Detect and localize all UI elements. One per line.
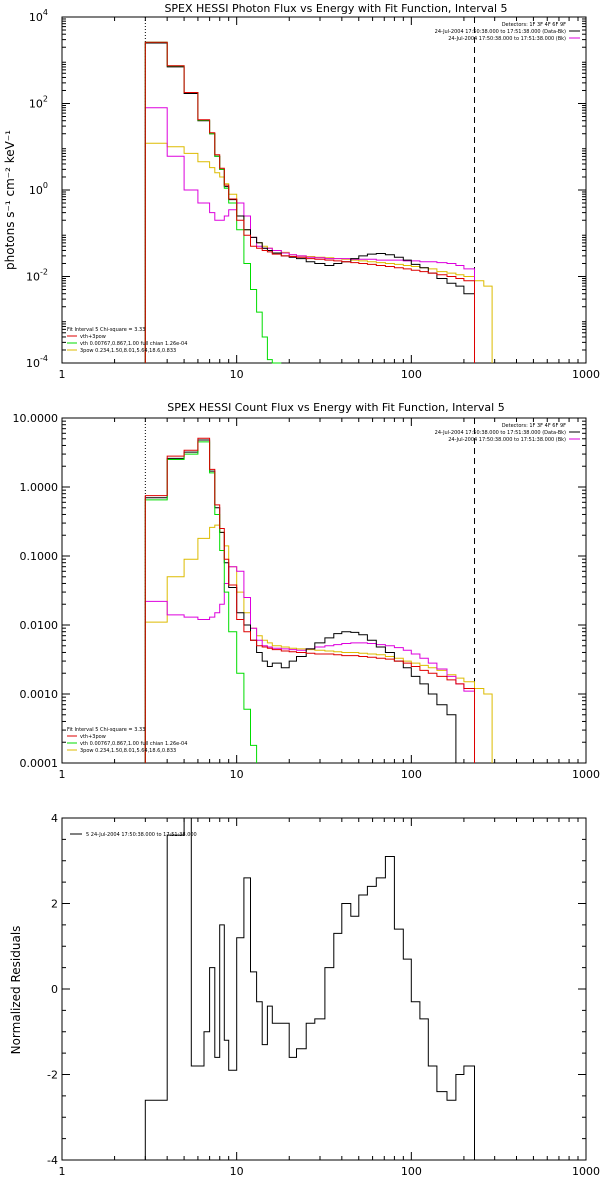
y-tick-label: 4 — [51, 812, 58, 825]
x-tick-label: 1000 — [572, 1165, 600, 1178]
legend-bottom-left-line: vth 0.00767,0.867,1.00 full chian 1.26e-… — [80, 341, 187, 347]
photon-flux-axes: 1 10 100 1000 10-4 10-2 100 102 104 — [26, 8, 600, 381]
count-flux-plot-frame — [61, 417, 587, 764]
legend-top-right-line: Detectors: 1F 3F 4F 6F 9F — [502, 423, 566, 429]
count-flux-title: SPEX HESSI Count Flux vs Energy with Fit… — [167, 401, 504, 414]
x-tick-label: 100 — [401, 768, 422, 781]
y-tick-label: 1.0000 — [20, 481, 59, 494]
photon-flux-series — [144, 17, 493, 364]
residuals-ylabel: Normalized Residuals — [9, 926, 23, 1055]
y-tick-label: 0.0100 — [20, 619, 59, 632]
series-powerlaw — [144, 142, 493, 363]
y-tick-label: 102 — [29, 95, 48, 111]
legend-bottom-left-line: vth+3pow — [80, 334, 106, 340]
series-total — [144, 437, 475, 763]
legend-top-right-line: 24-Jul-2004 17:50:38.000 to 17:51:38.000… — [435, 29, 566, 35]
photon-flux-ylabel: photons s⁻¹ cm⁻² keV⁻¹ — [3, 130, 17, 270]
legend-top-right-line: Detectors: 1F 3F 4F 6F 9F — [502, 22, 566, 28]
x-tick-label: 1 — [59, 768, 66, 781]
residuals-plot-frame — [61, 817, 587, 1161]
y-tick-label: 0.0010 — [20, 688, 59, 701]
y-tick-label: 0.1000 — [20, 550, 59, 563]
y-tick-label: 10-2 — [26, 268, 48, 284]
legend-bottom-left-line: Fit Interval 5 Chi-square = 3.33 — [67, 727, 145, 733]
y-tick-label: 0.0001 — [20, 757, 59, 770]
x-tick-label: 1000 — [572, 368, 600, 381]
y-tick-label: 2 — [51, 898, 58, 911]
series-thermal — [144, 41, 282, 364]
series-data — [144, 817, 475, 1160]
photon-flux-title: SPEX HESSI Photon Flux vs Energy with Fi… — [164, 2, 507, 15]
residuals-series — [144, 817, 475, 1160]
series-background — [144, 107, 475, 363]
y-tick-label: -4 — [47, 1154, 58, 1167]
legend-top-left-line: 5 24-Jul-2004 17:50:38.000 to 17:51:38.0… — [86, 832, 197, 838]
residuals-legend: 5 24-Jul-2004 17:50:38.000 to 17:51:38.0… — [70, 832, 197, 838]
x-tick-label: 100 — [401, 368, 422, 381]
series-thermal — [144, 441, 258, 763]
x-tick-label: 1000 — [572, 768, 600, 781]
photon-flux-plot-frame — [61, 16, 587, 364]
legend-bottom-left-line: Fit Interval 5 Chi-square = 3.33 — [67, 327, 145, 333]
y-tick-label: 0 — [51, 983, 58, 996]
y-tick-label: 104 — [29, 8, 48, 24]
y-tick-label: 10-4 — [26, 354, 48, 370]
y-tick-label: -2 — [47, 1069, 58, 1082]
y-tick-label: 10.0000 — [13, 412, 59, 425]
legend-top-right-line: 24-Jul-2004 17:50:38.000 to 17:51:38.000… — [435, 430, 566, 436]
y-tick-label: 100 — [29, 181, 48, 197]
legend-top-right-line: 24-Jul-2004 17:50:38.000 to 17:51:38.000… — [448, 437, 566, 443]
residuals-panel: 1 10 100 1000 -4 -2 0 2 4 5 24-Jul-2004 17:50:38… — [9, 812, 600, 1178]
x-tick-label: 10 — [230, 1165, 244, 1178]
legend-bottom-left-line: vth+3pow — [80, 734, 106, 740]
photon-flux-panel: SPEX HESSI Photon Flux vs Energy with Fi… — [3, 2, 600, 381]
legend-bottom-left-line: 3pow 0.234,1.50,8.01,5.64,18.6,0.833 — [80, 348, 176, 354]
series-data — [144, 42, 475, 363]
series-background — [144, 566, 475, 763]
count-flux-axes: 1 10 100 1000 0.0001 0.0010 0.0100 0.1000 1.0000… — [13, 412, 600, 781]
x-tick-label: 10 — [230, 768, 244, 781]
legend-top-right-line: 24-Jul-2004 17:50:38.000 to 17:51:38.000… — [448, 36, 566, 42]
count-flux-series — [144, 418, 493, 763]
legend-bottom-left-line: 3pow 0.234,1.50,8.01,5.64,18.6,0.833 — [80, 748, 176, 754]
x-tick-label: 10 — [230, 368, 244, 381]
residuals-axes: 1 10 100 1000 -4 -2 0 2 4 — [47, 812, 600, 1178]
legend-bottom-left-line: vth 0.00767,0.867,1.00 full chian 1.26e-… — [80, 741, 187, 747]
x-tick-label: 100 — [401, 1165, 422, 1178]
series-powerlaw — [144, 524, 493, 763]
x-tick-label: 1 — [59, 368, 66, 381]
count-flux-panel: SPEX HESSI Count Flux vs Energy with Fit… — [13, 401, 600, 781]
series-data — [144, 439, 457, 763]
series-total — [144, 41, 475, 363]
x-tick-label: 1 — [59, 1165, 66, 1178]
